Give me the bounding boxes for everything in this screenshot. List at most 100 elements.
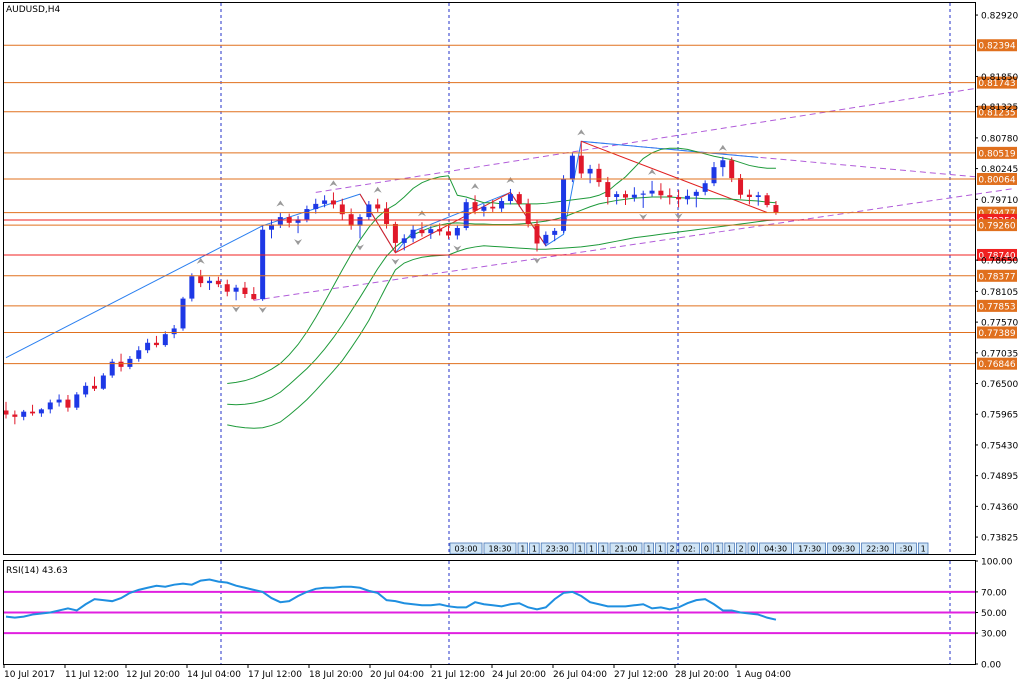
candle-body — [65, 399, 71, 408]
price-level-label: 0.76846 — [978, 360, 1015, 370]
time-label: 17:30 — [798, 545, 821, 554]
price-level-label: 0.78740 — [978, 251, 1015, 261]
candle-body — [525, 203, 531, 224]
candle-body — [330, 200, 336, 205]
candle-body — [207, 280, 213, 284]
candle-body — [375, 204, 381, 209]
time-label: 1 — [589, 545, 594, 554]
fractal-down-icon — [232, 306, 241, 313]
price-tick-label: 0.78650 — [981, 257, 1018, 267]
candle-body — [746, 194, 752, 197]
candle-body — [260, 229, 266, 300]
candle-body — [215, 280, 221, 285]
candle-body — [667, 195, 673, 197]
price-level-label-bg — [977, 172, 1017, 185]
time-tick-label: 24 Jul 20:00 — [492, 670, 546, 680]
trend-zigzag-line — [5, 140, 759, 359]
price-level-label: 0.77853 — [978, 302, 1015, 312]
candle-body — [189, 276, 195, 299]
candle-body — [366, 204, 372, 218]
time-label: 1 — [921, 545, 926, 554]
candle-body — [472, 202, 478, 211]
candle-body — [640, 193, 646, 195]
candle-body — [499, 201, 505, 209]
time-tick-label: 17 Jul 12:00 — [248, 670, 302, 680]
time-tick-label: 1 Aug 04:00 — [736, 670, 791, 680]
rsi-tick-label: 30.00 — [981, 630, 1007, 640]
candle-body — [658, 190, 664, 196]
rsi-tick-label: 70.00 — [981, 588, 1007, 598]
candle-body — [419, 229, 425, 234]
time-label: :30 — [900, 545, 913, 554]
time-tick-label: 11 Jul 12:00 — [65, 670, 119, 680]
candle-body — [269, 224, 274, 230]
candle-body — [720, 160, 726, 168]
time-label: 09:30 — [832, 545, 855, 554]
candle-body — [12, 414, 18, 417]
channel-lower-line — [253, 187, 1016, 301]
candle-body — [3, 410, 9, 415]
time-label: 03:00 — [454, 545, 477, 554]
price-tick-label: 0.81850 — [981, 73, 1018, 83]
candle-body — [693, 191, 699, 196]
candle-body — [755, 195, 761, 197]
candle-body — [100, 375, 106, 389]
candle-body — [534, 223, 540, 244]
candle-body — [605, 182, 611, 197]
price-tick-label: 0.75430 — [981, 441, 1018, 451]
price-level-label: 0.78377 — [978, 272, 1015, 282]
candle-body — [623, 194, 628, 198]
candle-body — [74, 394, 80, 408]
candle-body — [428, 229, 434, 234]
time-tick-label: 28 Jul 20:00 — [675, 670, 729, 680]
candle-body — [614, 194, 620, 197]
candle-body — [118, 361, 124, 367]
candle-body — [357, 217, 363, 226]
time-label: 1 — [577, 545, 582, 554]
candle-body — [224, 284, 230, 292]
candle-body — [446, 231, 451, 236]
time-label: 0 — [704, 545, 709, 554]
price-tick-label: 0.80245 — [981, 165, 1018, 175]
channel-upper-line — [315, 81, 1016, 193]
price-level-label-bg — [977, 357, 1017, 370]
time-tick-label: 21 Jul 12:00 — [431, 670, 485, 680]
price-tick-label: 0.77570 — [981, 319, 1018, 329]
price-level-label: 0.79260 — [978, 222, 1015, 232]
price-level-label: 0.80064 — [978, 175, 1015, 185]
time-label: 1 — [601, 545, 606, 554]
price-tick-label: 0.74360 — [981, 503, 1018, 513]
time-label: 21:00 — [614, 545, 637, 554]
fractal-down-icon — [294, 239, 303, 246]
candle-body — [233, 287, 239, 292]
rsi-tick-label: 50.00 — [981, 609, 1007, 619]
candle-body — [180, 298, 186, 329]
candle-body — [277, 217, 283, 225]
fractal-up-icon — [373, 186, 382, 193]
candle-body — [109, 361, 115, 376]
candle-body — [543, 234, 549, 244]
price-tick-label: 0.80780 — [981, 134, 1018, 144]
price-level-label-bg — [977, 219, 1017, 232]
candle-body — [773, 205, 779, 213]
price-level-label: 0.81743 — [978, 79, 1015, 89]
candle-body — [21, 411, 27, 417]
candle-body — [631, 194, 637, 198]
fractal-up-icon — [196, 257, 205, 264]
candle-body — [198, 276, 204, 284]
time-tick-label: 14 Jul 04:00 — [187, 670, 241, 680]
candle-body — [242, 287, 248, 294]
rsi-frame — [3, 560, 976, 665]
price-level-label-bg — [977, 76, 1017, 89]
candle-body — [304, 209, 310, 220]
price-tick-label: 0.82920 — [981, 12, 1018, 22]
time-label: 18:30 — [488, 545, 511, 554]
price-tick-label: 0.78105 — [981, 288, 1018, 298]
rsi-line — [5, 578, 777, 621]
time-label: 1 — [727, 545, 732, 554]
price-tick-label: 0.76500 — [981, 380, 1018, 390]
time-label: 1 — [658, 545, 663, 554]
